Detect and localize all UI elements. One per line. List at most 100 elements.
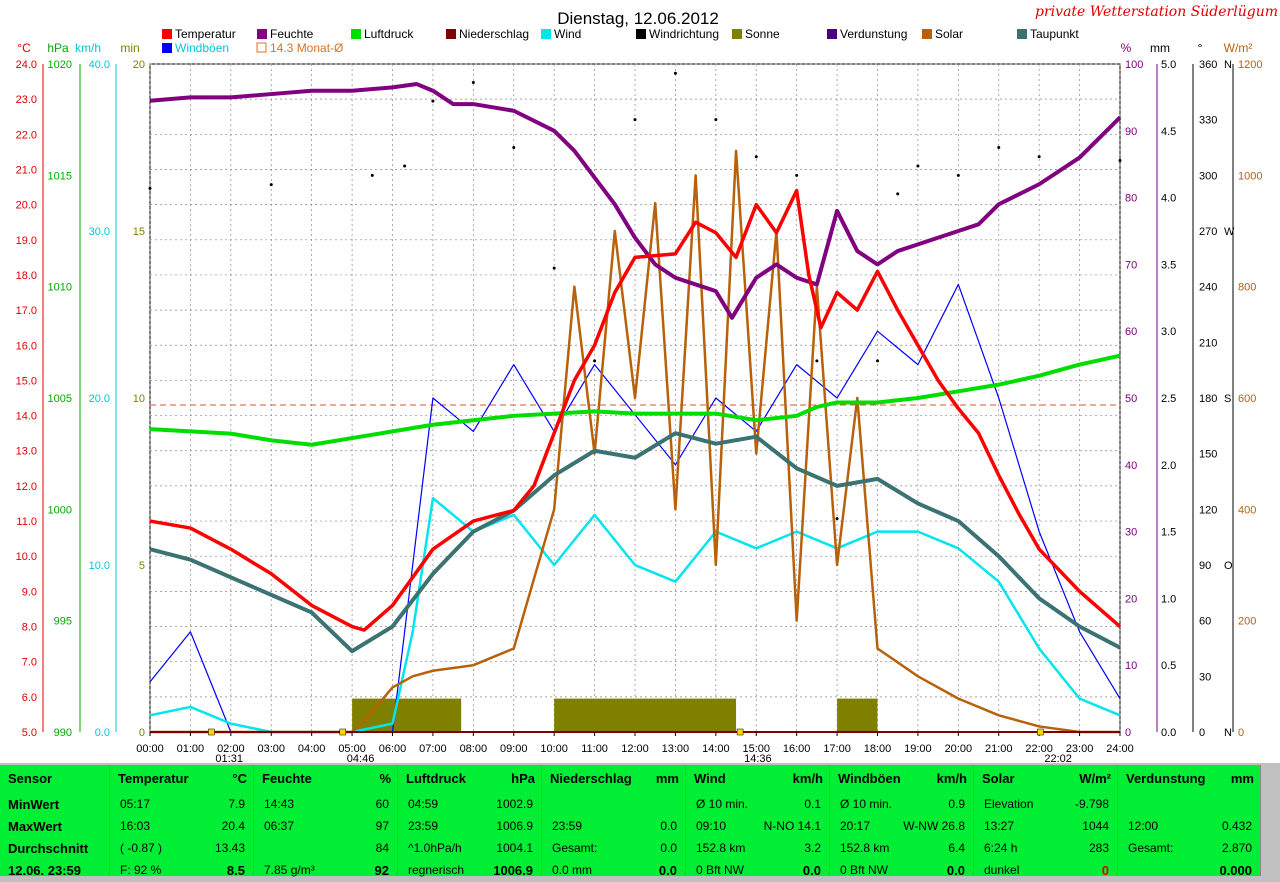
legend-label: 14.3 Monat-Ø [270,41,343,55]
legend-label: Wind [554,27,581,41]
legend-item: Wind [541,27,581,41]
legend-swatch [827,29,837,39]
direction-axis-tick-label: 30 [1199,671,1211,683]
legend-item: Sonne [732,27,780,41]
summary-cell-value: 283 [1088,841,1109,855]
solar-axis-tick-label: 800 [1238,282,1256,294]
chart-axes: 00:00 01:00 02:00 03:00 04:00 05:00 06:00 07:00… [16,41,1263,763]
x-tick-label: 18:00 [864,743,892,755]
sun-axis-tick-label: 5 [139,560,145,572]
direction-axis-tick-label: 120 [1199,504,1217,516]
summary-cell-label: 23:59 [408,819,439,833]
legend-label: Sonne [745,27,780,41]
summary-cell-label: 152.8 km [840,841,890,855]
direction-axis-tick-label: 180 [1199,393,1217,405]
rain-axis-tick-label: 1.0 [1161,593,1176,605]
temp-axis-tick-label: 19.0 [16,235,37,247]
wind-direction-point [512,146,516,149]
rain-axis-tick-label: 3.0 [1161,326,1176,338]
event-marker [1037,728,1044,736]
humidity-axis-tick-label: 20 [1125,593,1137,605]
wind-axis-tick-label: 40.0 [89,59,110,71]
direction-unit-label: ° [1198,41,1203,55]
summary-cell-value: 13.43 [214,841,245,855]
summary-cell-label: F: 92 % [120,863,162,877]
wind-axis-tick-label: 30.0 [89,226,110,238]
x-tick-label: 13:00 [662,743,690,755]
temp-axis-tick-label: 22.0 [16,129,37,141]
summary-cell-label: 13:27 [984,819,1015,833]
humidity-axis-tick-label: 100 [1125,59,1143,71]
weather-chart: 00:00 01:00 02:00 03:00 04:00 05:00 06:00 07:00… [16,9,1263,763]
x-tick-label: 14:00 [702,743,730,755]
legend-swatch [162,43,172,53]
summary-cell-value: 6.4 [948,841,965,855]
summary-panel-sensor: Sensor MinWert MaxWert Durchschnitt 12.06. 2… [0,765,110,878]
x-tick-label: 10:00 [540,743,568,755]
summary-cell-label: 0 Bft NW [840,863,889,877]
wind-direction-point [876,359,879,363]
sun-unit-label: min [120,41,139,55]
pressure-axis-tick-label: 1015 [48,170,72,182]
wind-axis-tick-label: 20.0 [89,393,110,405]
summary-panel-title: Sensor [8,771,53,786]
legend-swatch [636,29,646,39]
pressure-axis-tick-label: 1020 [48,59,72,71]
summary-cell-value: 97 [375,819,389,833]
summary-panel-title: Niederschlag [550,771,632,786]
summary-cell-label: 06:37 [264,819,295,833]
pressure-axis-tick-label: 990 [54,727,72,739]
rain-axis-tick-label: 2.0 [1161,460,1176,472]
temp-axis-tick-label: 16.0 [16,340,37,352]
humidity-unit-label: % [1121,41,1132,55]
event-marker [339,728,347,736]
x-tick-label: 16:00 [783,743,811,755]
x-tick-label: 06:00 [379,743,407,755]
solar-axis-tick-label: 1000 [1238,170,1262,182]
legend-swatch [351,29,361,39]
summary-cell-label: Gesamt: [552,841,598,855]
solar-axis-tick-label: 0 [1238,727,1244,739]
summary-cell-value: 3.2 [804,841,821,855]
direction-axis-tick-label: 60 [1199,616,1211,628]
legend-item: Taupunkt [1017,27,1079,41]
wind-direction-point [956,173,960,177]
solar-axis-tick-label: 600 [1238,393,1256,405]
temp-axis-tick-label: 8.0 [22,622,37,634]
summary-cell-value: 2.870 [1221,841,1252,855]
summary-panel-title: Temperatur [118,771,189,786]
summary-panel-title: Windböen [838,771,901,786]
wind-direction-point [403,164,407,168]
chart-series [148,71,1122,734]
event-marker-label: 04:46 [347,753,375,763]
summary-cell-label: 04:59 [408,797,439,811]
temp-axis-tick-label: 23.0 [16,94,37,106]
temp-axis-tick-label: 11.0 [16,516,37,528]
wind-direction-point [593,359,597,363]
legend-swatch [257,29,267,39]
sun-axis-tick-label: 0 [139,727,145,739]
legend-item: Windrichtung [636,27,719,41]
summary-cell-label: 09:10 [696,819,727,833]
legend-item: Solar [922,27,963,41]
chart-title: Dienstag, 12.06.2012 [557,9,719,28]
temp-axis-tick-label: 10.0 [16,551,37,563]
summary-panel-unit: km/h [936,771,967,786]
event-marker [736,728,744,736]
summary-cell-label: Ø 10 min. [840,797,893,811]
summary-cell-label: 152.8 km [696,841,746,855]
summary-cell-label: 05:17 [120,797,151,811]
legend-item: Niederschlag [446,27,529,41]
wind-direction-point [1037,155,1041,159]
compass-label: W [1224,226,1235,238]
temp-axis-tick-label: 12.0 [16,481,37,493]
direction-axis-tick-label: 360 [1199,59,1217,71]
compass-label: S [1224,393,1231,405]
event-marker-label: 01:31 [215,753,243,763]
summary-panel-title: Luftdruck [406,771,466,786]
legend-item: Temperatur [162,27,236,41]
sun-axis-tick-label: 10 [133,393,145,405]
x-tick-label: 01:00 [177,743,205,755]
summary-cell-label: Gesamt: [1128,841,1174,855]
sensor-row-label: MaxWert [8,819,62,834]
